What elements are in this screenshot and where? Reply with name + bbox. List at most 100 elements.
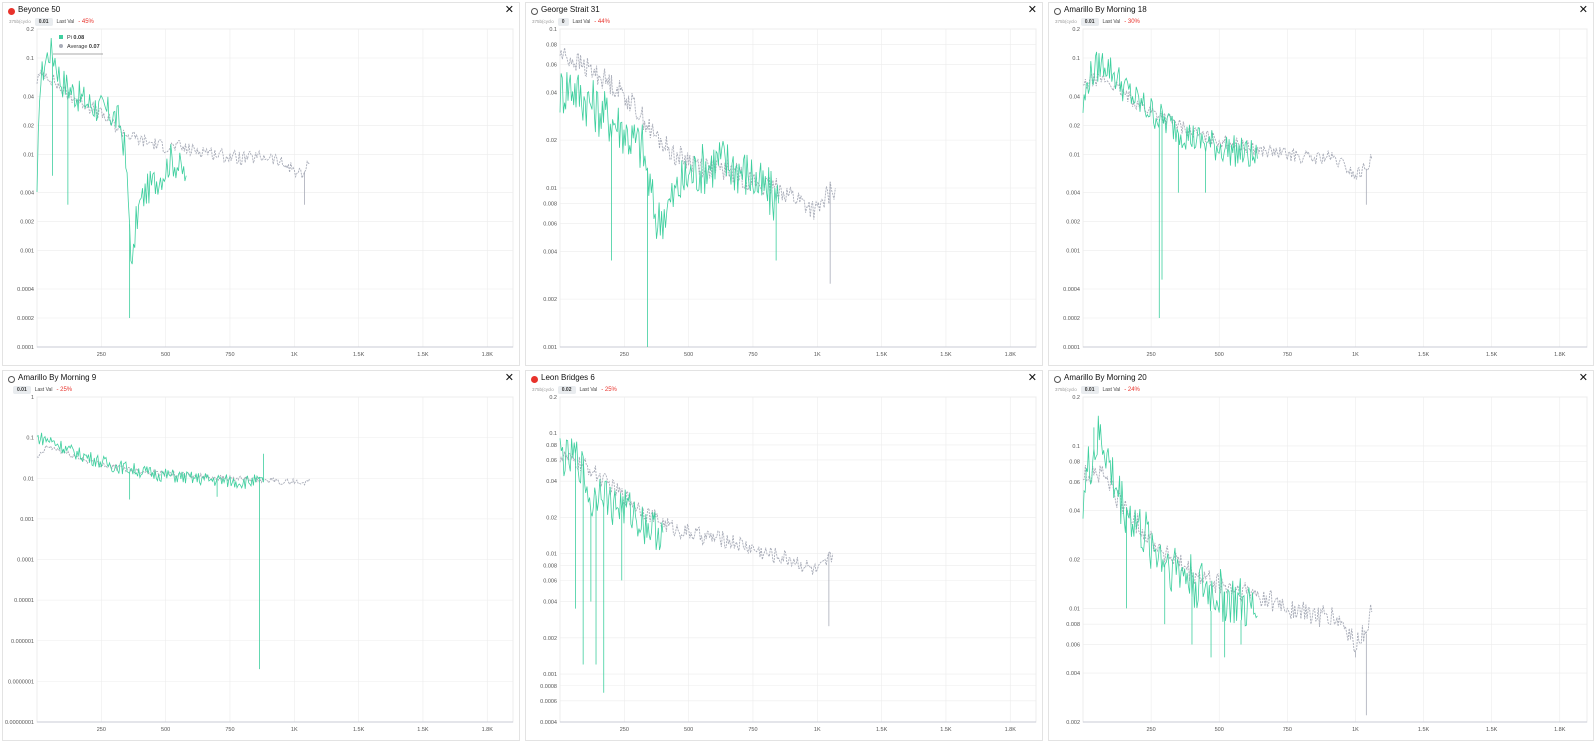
panel-subheader: 375b(cyclo 0.01 Last Val - 24%: [1055, 385, 1140, 394]
y-tick-label: 0.0000001: [8, 679, 34, 685]
x-tick-label: 500: [161, 727, 170, 733]
y-tick-label: 0.0004: [1063, 287, 1080, 293]
last-val-badge: 0.01: [1080, 385, 1099, 394]
y-axis-tag: 375b(cyclo: [1055, 387, 1077, 392]
chart-panel-4: Amarillo By Morning 9 ✕ 0.01 Last Val - …: [2, 370, 520, 741]
x-tick-label: 1.5K: [940, 352, 952, 358]
average-series-line: [36, 69, 310, 180]
y-tick-label: 0.0002: [17, 316, 34, 322]
y-tick-label: 0.00001: [14, 598, 34, 604]
y-tick-label: 0.1: [1072, 56, 1080, 62]
legend-entry: Pi 0.08: [67, 35, 84, 41]
last-val-badge: 0.01: [13, 385, 31, 394]
y-tick-label: 0.001: [20, 249, 34, 255]
x-tick-label: 1.5K: [876, 352, 888, 358]
y-tick-label: 0.001: [543, 672, 557, 678]
x-tick-label: 750: [225, 352, 234, 358]
legend-swatch-circle-icon: [59, 44, 63, 48]
panel-subheader: 375b(cyclo 0.01 Last Val - 30%: [1055, 17, 1140, 26]
average-series-line: [559, 47, 836, 220]
y-tick-label: 0.01: [1069, 152, 1080, 158]
y-tick-label: 0.1: [26, 56, 34, 62]
panel-title: Leon Bridges 6: [541, 373, 595, 382]
close-icon[interactable]: ✕: [1578, 372, 1588, 384]
x-tick-label: 1.5K: [417, 352, 429, 358]
close-icon[interactable]: ✕: [1027, 372, 1037, 384]
y-tick-label: 0.0001: [17, 558, 34, 564]
y-tick-label: 0.0001: [17, 345, 34, 351]
y-tick-label: 0.2: [549, 395, 557, 401]
plot-area: [36, 28, 514, 348]
y-tick-label: 0.002: [20, 220, 34, 226]
change-percent: - 44%: [594, 18, 610, 25]
x-tick-label: 1K: [291, 727, 298, 733]
y-tick-label: 0.02: [546, 515, 557, 521]
x-tick-label: 500: [684, 727, 693, 733]
chart-svg: 1 0.1 0.01 0.001 0.0001 0.00001 0.000001 0.0000…: [5, 395, 514, 733]
status-dot-icon: [1054, 8, 1061, 15]
close-icon[interactable]: ✕: [1578, 4, 1588, 16]
panel-title: Beyonce 50: [18, 5, 61, 14]
x-tick-label: 500: [684, 352, 693, 358]
close-icon[interactable]: ✕: [1027, 4, 1037, 16]
chart-svg: 0.2 0.1 0.08 0.06 0.04 0.02 0.01 0.008 0.006 0.00…: [1066, 395, 1588, 733]
last-val-badge: 0.01: [1080, 17, 1099, 26]
y-tick-label: 0.1: [1072, 444, 1080, 450]
change-percent: - 24%: [1124, 386, 1140, 393]
chart-svg: 0.2 0.1 0.04 0.02 0.01 0.004 0.002 0.001 0.0004 0…: [1063, 27, 1588, 358]
y-tick-label: 0.002: [543, 636, 557, 642]
y-tick-label: 0.06: [1069, 480, 1080, 486]
y-tick-label: 0.06: [546, 458, 557, 464]
legend-entry: Average 0.07: [67, 44, 100, 50]
x-tick-label: 750: [225, 727, 234, 733]
chart-panel-5: Leon Bridges 6 ✕ 375b(cyclo 0.02 Last Va…: [525, 370, 1043, 741]
panel-subheader: 375b(cyclo 0.01 Last Val - 45%: [9, 17, 94, 26]
x-tick-label: 1.8K: [1005, 352, 1017, 358]
primary-series-line: [1082, 415, 1258, 627]
panel-subheader: 375b(cyclo 0 Last Val - 44%: [532, 17, 610, 26]
y-tick-label: 0.006: [1066, 642, 1080, 648]
y-tick-label: 0.001: [20, 517, 34, 523]
panel-title: Amarillo By Morning 18: [1064, 5, 1147, 14]
status-dot-icon: [531, 376, 538, 383]
y-tick-label: 0.1: [549, 431, 557, 437]
y-tick-label: 0.0006: [540, 699, 557, 705]
primary-series-line: [559, 438, 664, 551]
x-tick-label: 750: [748, 352, 757, 358]
legend-swatch-square-icon: [59, 35, 63, 39]
y-tick-label: 0.01: [1069, 606, 1080, 612]
x-tick-label: 1K: [1352, 352, 1359, 358]
x-tick-label: 750: [748, 727, 757, 733]
last-val-label: Last Val: [1102, 386, 1121, 393]
y-tick-label: 0.02: [546, 138, 557, 144]
y-axis-tag: 375b(cyclo: [1055, 19, 1077, 24]
y-tick-label: 0.04: [546, 90, 557, 96]
last-val-badge: 0: [557, 17, 569, 26]
close-icon[interactable]: ✕: [504, 372, 514, 384]
change-percent: - 25%: [601, 386, 617, 393]
y-tick-label: 0.004: [20, 191, 34, 197]
y-tick-label: 0.0004: [17, 287, 34, 293]
x-tick-label: 1K: [291, 352, 298, 358]
y-tick-label: 0.02: [1069, 558, 1080, 564]
x-tick-label: 1.5K: [1418, 352, 1430, 358]
chart-svg: 0.2 0.1 0.08 0.06 0.04 0.02 0.01 0.008 0.006 0.00…: [540, 395, 1037, 733]
y-tick-label: 0.02: [1069, 123, 1080, 129]
y-tick-label: 0.000001: [11, 639, 34, 645]
x-tick-label: 250: [1147, 727, 1156, 733]
y-tick-label: 0.04: [1069, 509, 1080, 515]
y-tick-label: 0.08: [546, 42, 557, 48]
average-series-line: [1082, 71, 1373, 180]
y-tick-label: 0.004: [543, 249, 557, 255]
chart-panel-3: Amarillo By Morning 18 ✕ 375b(cyclo 0.01…: [1048, 2, 1594, 366]
status-dot-icon: [8, 8, 15, 15]
close-icon[interactable]: ✕: [504, 4, 514, 16]
x-tick-label: 250: [97, 727, 106, 733]
last-val-label: Last Val: [1102, 18, 1121, 25]
chart-panel-6: Amarillo By Morning 20 ✕ 375b(cyclo 0.01…: [1048, 370, 1594, 741]
x-tick-label: 1.5K: [1486, 352, 1498, 358]
x-tick-label: 250: [1147, 352, 1156, 358]
y-tick-label: 0.04: [546, 479, 557, 485]
status-dot-icon: [8, 376, 15, 383]
y-tick-label: 0.008: [1066, 622, 1080, 628]
